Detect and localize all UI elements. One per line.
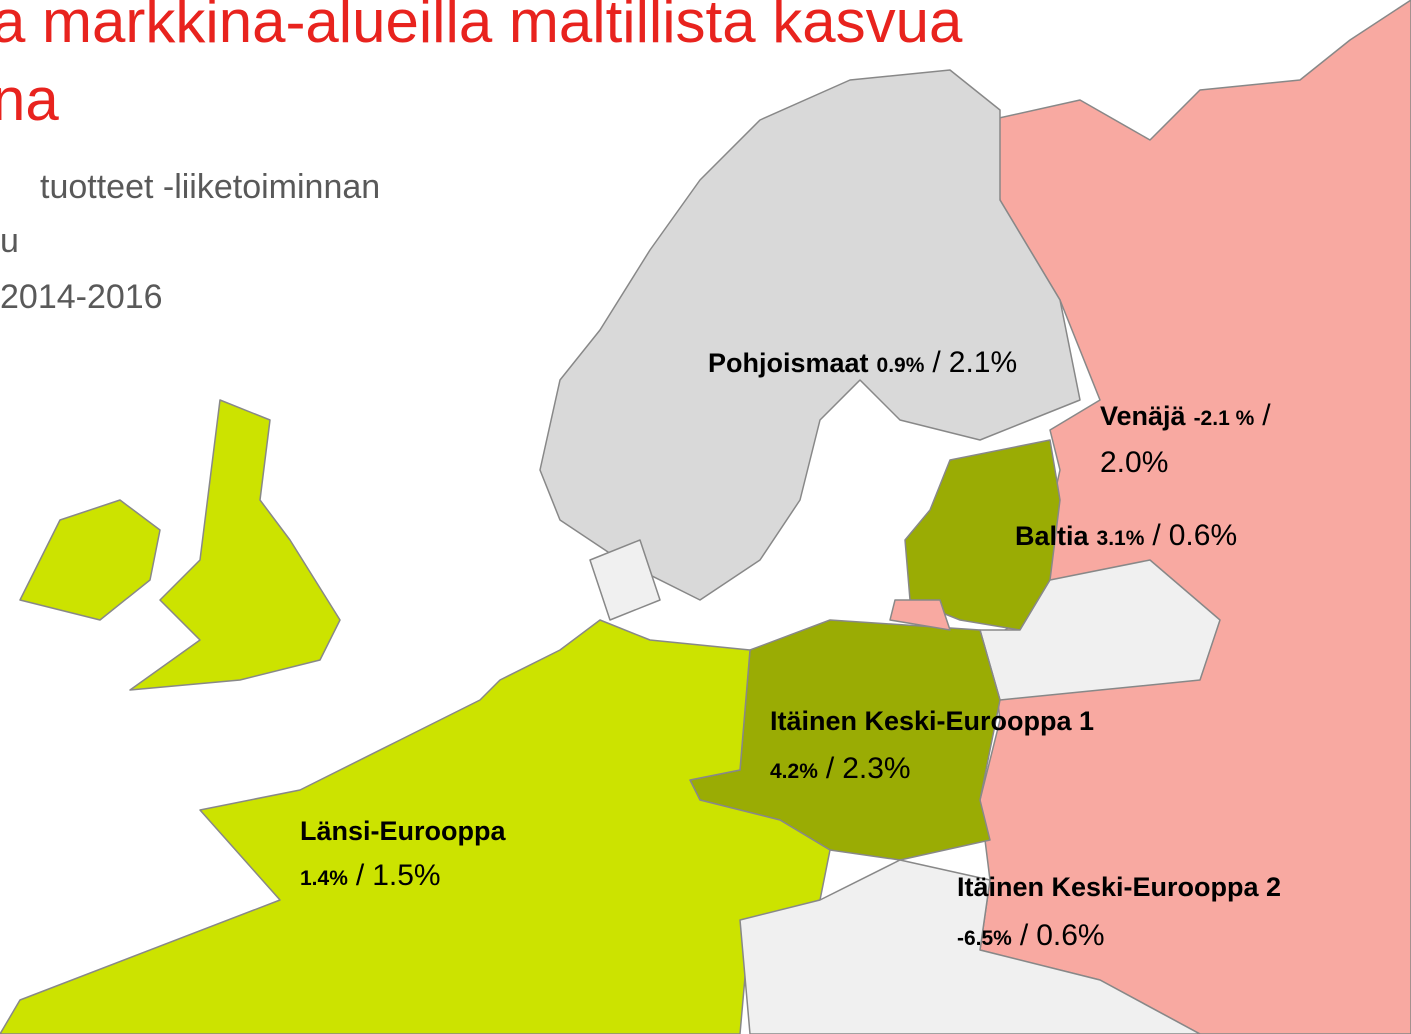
label-part: 0.9% bbox=[877, 354, 925, 377]
ireland bbox=[19, 499, 161, 621]
label-part: Venäjä bbox=[1100, 401, 1187, 431]
label-part: / bbox=[356, 859, 365, 892]
denmark bbox=[589, 539, 661, 621]
label-part: 1.5% bbox=[372, 859, 440, 892]
label-part: 0.6% bbox=[1036, 919, 1104, 952]
label-part: Itäinen Keski-Eurooppa 2 bbox=[957, 872, 1281, 902]
region-label: Länsi-Eurooppa 1.4% /1.5% bbox=[300, 816, 506, 892]
label-part: 3.1% bbox=[1097, 527, 1145, 550]
label-part: Länsi-Eurooppa bbox=[300, 816, 506, 846]
label-part: 1.4% bbox=[300, 867, 348, 890]
title-line: a markkina-alueilla maltillista kasvua bbox=[0, 0, 963, 55]
label-part: -2.1 % bbox=[1194, 407, 1255, 430]
label-part: / bbox=[1020, 919, 1029, 952]
label-part: / bbox=[932, 346, 941, 379]
kaliningrad bbox=[889, 599, 951, 631]
label-part: / bbox=[1262, 399, 1271, 432]
region-label: Venäjä -2.1 % / 2.0% bbox=[1100, 399, 1271, 479]
label-part: Baltia bbox=[1015, 521, 1090, 551]
label-part: 4.2% bbox=[770, 760, 818, 783]
region-labels: Pohjoismaat 0.9%/2.1%Venäjä -2.1 %/2.0%Bal… bbox=[300, 346, 1281, 952]
nordics bbox=[539, 69, 1081, 601]
subtitle-line: 2014-2016 bbox=[0, 278, 163, 316]
subtitle-line: u bbox=[0, 222, 19, 260]
label-part: / bbox=[1152, 519, 1161, 552]
label-part: 2.3% bbox=[842, 752, 910, 785]
baltics bbox=[904, 439, 1061, 631]
western-europe bbox=[0, 619, 831, 1034]
region-label: Itäinen Keski-Eurooppa 1 4.2% /2.3% bbox=[770, 706, 1094, 785]
label-part: Itäinen Keski-Eurooppa 1 bbox=[770, 706, 1094, 736]
label-part: 0.6% bbox=[1169, 519, 1237, 552]
label-part: 2.0% bbox=[1100, 446, 1168, 479]
great-britain bbox=[129, 399, 341, 691]
label-part: 2.1% bbox=[949, 346, 1017, 379]
region-label: Itäinen Keski-Eurooppa 2 -6.5% /0.6% bbox=[957, 872, 1281, 952]
label-part: / bbox=[826, 752, 835, 785]
region-label: Baltia 3.1% /0.6% bbox=[1015, 519, 1237, 552]
label-part: -6.5% bbox=[957, 927, 1012, 950]
balkans bbox=[739, 859, 1201, 1034]
region-label: Pohjoismaat 0.9% /2.1% bbox=[708, 346, 1017, 379]
subtitle-line: tuotteet -liiketoiminnan bbox=[40, 168, 380, 206]
title-line: na bbox=[0, 66, 59, 133]
belarus bbox=[979, 559, 1221, 701]
label-part: Pohjoismaat bbox=[708, 348, 869, 378]
